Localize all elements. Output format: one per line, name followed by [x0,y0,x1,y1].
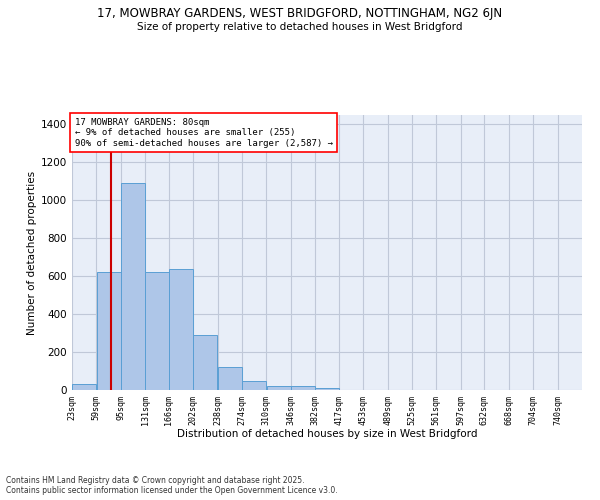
Bar [97,272,121,390]
Y-axis label: Number of detached properties: Number of detached properties [27,170,37,334]
Bar [145,272,169,390]
Bar [169,268,193,390]
Bar [316,388,338,390]
Text: Contains HM Land Registry data © Crown copyright and database right 2025.
Contai: Contains HM Land Registry data © Crown c… [6,476,338,495]
Bar [242,380,266,390]
Bar [72,384,96,390]
Text: Size of property relative to detached houses in West Bridgford: Size of property relative to detached ho… [137,22,463,32]
Bar [266,386,290,390]
Bar [291,386,315,390]
Bar [121,184,145,390]
Text: 17, MOWBRAY GARDENS, WEST BRIDGFORD, NOTTINGHAM, NG2 6JN: 17, MOWBRAY GARDENS, WEST BRIDGFORD, NOT… [97,8,503,20]
Bar [218,367,242,390]
Text: 17 MOWBRAY GARDENS: 80sqm
← 9% of detached houses are smaller (255)
90% of semi-: 17 MOWBRAY GARDENS: 80sqm ← 9% of detach… [74,118,332,148]
Bar [193,335,217,390]
X-axis label: Distribution of detached houses by size in West Bridgford: Distribution of detached houses by size … [177,429,477,439]
